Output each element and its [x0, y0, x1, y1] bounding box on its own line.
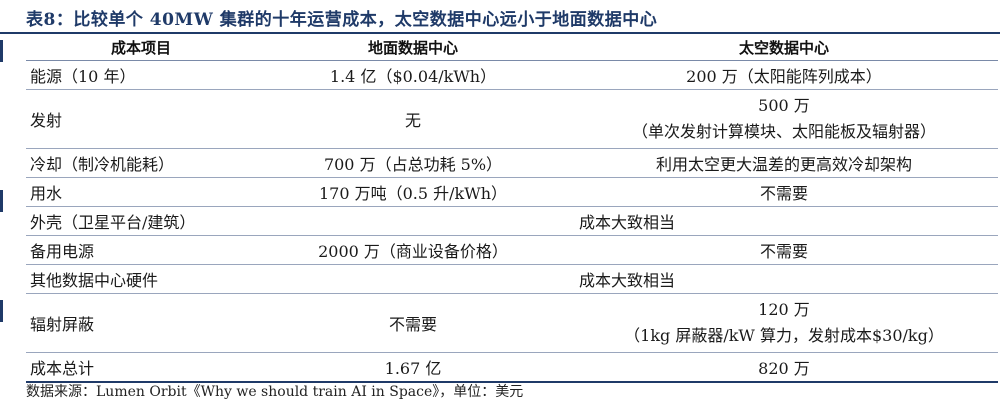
table-row: 其他数据中心硬件 成本大致相当	[26, 264, 998, 294]
cost-comparison-table: 成本项目 地面数据中心 太空数据中心 能源（10 年） 1.4 亿（$0.04/…	[26, 35, 998, 383]
table-row: 冷却（制冷机能耗） 700 万（占总功耗 5%） 利用太空更大温差的更高效冷却架…	[26, 148, 998, 178]
header-space-dc: 太空数据中心	[570, 35, 998, 61]
table-header-row: 成本项目 地面数据中心 太空数据中心	[26, 35, 998, 61]
row-item: 成本总计	[26, 352, 256, 383]
ground-cost-cell: 170 万吨（0.5 升/kWh）	[256, 177, 570, 207]
space-cost-note: （单次发射计算模块、太阳能板及辐射器）	[631, 122, 936, 141]
space-cost-value: 120 万	[758, 300, 810, 319]
row-item: 发射	[26, 89, 256, 149]
table-row: 辐射屏蔽 不需要 120 万 （1kg 屏蔽器/kW 算力，发射成本$30/kg…	[26, 293, 998, 353]
header-ground-dc: 地面数据中心	[256, 35, 570, 61]
left-edge-marker	[0, 190, 3, 212]
space-cost-cell: 200 万（太阳能阵列成本）	[570, 60, 998, 90]
space-cost-cell: 不需要	[570, 177, 998, 207]
ground-cost-cell: 2000 万（商业设备价格）	[256, 235, 570, 265]
space-cost-note: （1kg 屏蔽器/kW 算力，发射成本$30/kg）	[624, 326, 944, 345]
ground-cost-cell: 不需要	[256, 293, 570, 353]
table-row: 外壳（卫星平台/建筑） 成本大致相当	[26, 206, 998, 236]
space-cost-value: 500 万	[758, 96, 810, 115]
left-edge-marker	[0, 300, 3, 322]
row-item: 外壳（卫星平台/建筑）	[26, 206, 256, 236]
row-item: 其他数据中心硬件	[26, 264, 256, 294]
space-cost-cell: 利用太空更大温差的更高效冷却架构	[570, 148, 998, 178]
space-cost-cell: 120 万 （1kg 屏蔽器/kW 算力，发射成本$30/kg）	[570, 293, 998, 353]
table-row: 备用电源 2000 万（商业设备价格） 不需要	[26, 235, 998, 265]
ground-cost-cell: 无	[256, 89, 570, 149]
space-cost-cell: 不需要	[570, 235, 998, 265]
data-source-note: 数据来源：Lumen Orbit《Why we should train AI …	[26, 384, 524, 400]
row-item: 能源（10 年）	[26, 60, 256, 90]
ground-cost-cell: 1.4 亿（$0.04/kWh）	[256, 60, 570, 90]
table-row: 用水 170 万吨（0.5 升/kWh） 不需要	[26, 177, 998, 207]
table-row: 能源（10 年） 1.4 亿（$0.04/kWh） 200 万（太阳能阵列成本）	[26, 60, 998, 90]
ground-cost-cell: 1.67 亿	[256, 352, 570, 383]
row-item: 备用电源	[26, 235, 256, 265]
merged-cost-cell: 成本大致相当	[256, 264, 998, 294]
ground-cost-cell: 700 万（占总功耗 5%）	[256, 148, 570, 178]
table-row: 发射 无 500 万 （单次发射计算模块、太阳能板及辐射器）	[26, 89, 998, 149]
table-row-total: 成本总计 1.67 亿 820 万	[26, 352, 998, 383]
space-cost-cell: 820 万	[570, 352, 998, 383]
row-item: 用水	[26, 177, 256, 207]
row-item: 冷却（制冷机能耗）	[26, 148, 256, 178]
merged-cost-cell: 成本大致相当	[256, 206, 998, 236]
header-cost-item: 成本项目	[26, 35, 256, 61]
row-item: 辐射屏蔽	[26, 293, 256, 353]
left-edge-marker	[0, 40, 3, 62]
table-title: 表8：比较单个 40MW 集群的十年运营成本，太空数据中心远小于地面数据中心	[26, 10, 658, 30]
title-bar: 表8：比较单个 40MW 集群的十年运营成本，太空数据中心远小于地面数据中心	[0, 0, 1000, 34]
space-cost-cell: 500 万 （单次发射计算模块、太阳能板及辐射器）	[570, 89, 998, 149]
